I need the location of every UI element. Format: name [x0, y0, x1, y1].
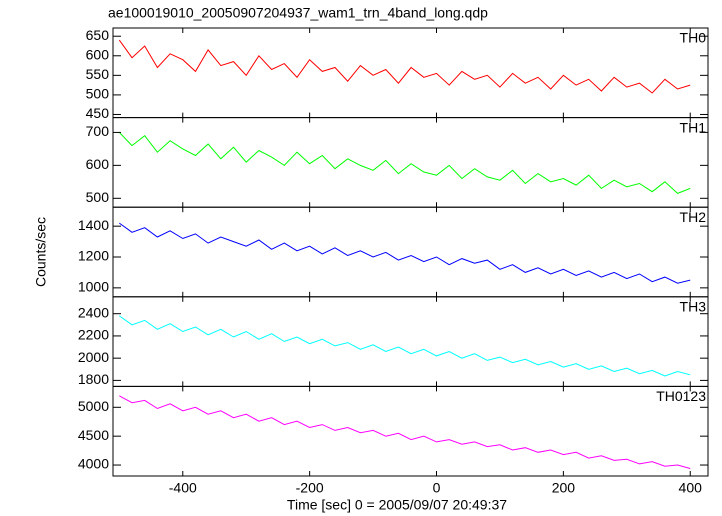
x-tick-label: 200: [552, 480, 576, 496]
y-tick-label: 1000: [78, 279, 109, 295]
panel-label: TH0: [680, 30, 707, 46]
y-tick-label: 5000: [78, 398, 109, 414]
x-tick-label: -200: [296, 480, 324, 496]
panel-frame: [112, 296, 709, 387]
series-line: [119, 222, 691, 284]
panel-frame: [112, 27, 709, 119]
y-tick-label: 1200: [78, 248, 109, 264]
y-tick-label: 500: [86, 86, 110, 102]
series-line: [119, 315, 691, 377]
y-tick-label: 1400: [78, 217, 109, 233]
chart-title: ae100019010_20050907204937_wam1_trn_4ban…: [108, 5, 488, 21]
y-tick-label: 4000: [78, 456, 109, 472]
x-tick-label: 0: [433, 480, 441, 496]
y-tick-label: 600: [86, 156, 110, 172]
y-tick-label: 450: [86, 105, 110, 121]
x-tick-label: -400: [169, 480, 197, 496]
panel-frame: [112, 385, 709, 477]
series-line: [118, 39, 691, 94]
y-tick-label: 2200: [78, 327, 109, 343]
panel-label: TH2: [680, 209, 707, 225]
x-axis-label: Time [sec] 0 = 2005/09/07 20:49:37: [287, 497, 507, 513]
series-line: [118, 132, 691, 194]
panel-label: TH1: [680, 119, 707, 135]
y-tick-label: 500: [86, 189, 110, 205]
y-tick-label: 550: [86, 66, 110, 82]
x-tick-label: 400: [679, 480, 703, 496]
panel-label: TH0123: [656, 388, 706, 404]
y-tick-label: 2400: [78, 304, 109, 320]
y-tick-label: 700: [86, 123, 110, 139]
y-axis-label: Counts/sec: [33, 217, 49, 287]
y-tick-label: 650: [86, 27, 110, 43]
y-tick-label: 600: [86, 46, 110, 62]
panel-frame: [112, 206, 709, 298]
panel-frame: [112, 117, 709, 208]
panel-label: TH3: [680, 299, 707, 315]
series-line: [119, 395, 691, 469]
y-tick-label: 1800: [78, 371, 109, 387]
y-tick-label: 2000: [78, 349, 109, 365]
y-tick-label: 4500: [78, 427, 109, 443]
